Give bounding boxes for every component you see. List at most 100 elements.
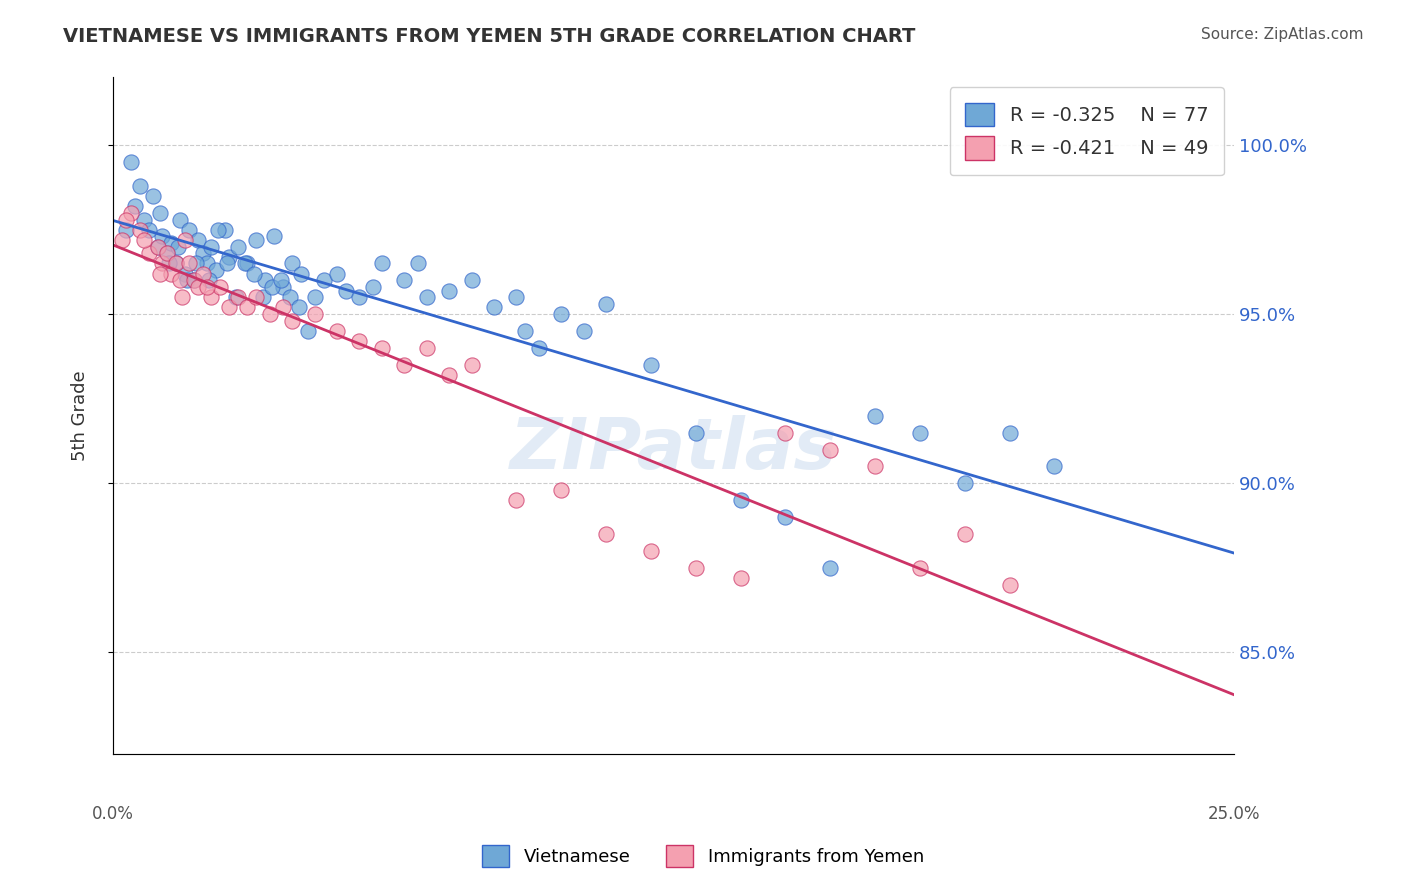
Point: [245, 290, 267, 304]
Point: [263, 229, 285, 244]
Point: [271, 280, 294, 294]
Point: [187, 280, 209, 294]
Point: [150, 256, 173, 270]
Point: [335, 284, 357, 298]
Point: [863, 459, 886, 474]
Point: [209, 280, 232, 294]
Point: [245, 233, 267, 247]
Point: [406, 256, 429, 270]
Point: [146, 239, 169, 253]
Point: [149, 267, 172, 281]
Point: [572, 324, 595, 338]
Point: [460, 358, 482, 372]
Point: [278, 290, 301, 304]
Point: [640, 358, 662, 372]
Point: [214, 222, 236, 236]
Point: [236, 301, 259, 315]
Point: [270, 273, 292, 287]
Point: [120, 206, 142, 220]
Point: [176, 273, 198, 287]
Point: [218, 301, 240, 315]
Point: [297, 324, 319, 338]
Point: [685, 425, 707, 440]
Point: [908, 561, 931, 575]
Point: [111, 233, 134, 247]
Point: [998, 425, 1021, 440]
Point: [953, 476, 976, 491]
Point: [200, 239, 222, 253]
Point: [173, 233, 195, 247]
Text: VIETNAMESE VS IMMIGRANTS FROM YEMEN 5TH GRADE CORRELATION CHART: VIETNAMESE VS IMMIGRANTS FROM YEMEN 5TH …: [63, 27, 915, 45]
Point: [165, 256, 187, 270]
Point: [177, 222, 200, 236]
Point: [415, 290, 437, 304]
Point: [198, 273, 221, 287]
Point: [349, 334, 371, 349]
Point: [437, 368, 460, 383]
Point: [505, 290, 527, 304]
Point: [998, 578, 1021, 592]
Point: [120, 155, 142, 169]
Point: [228, 290, 250, 304]
Point: [908, 425, 931, 440]
Point: [460, 273, 482, 287]
Point: [207, 222, 229, 236]
Point: [169, 273, 191, 287]
Point: [775, 425, 797, 440]
Point: [259, 307, 281, 321]
Point: [290, 267, 312, 281]
Point: [183, 273, 205, 287]
Point: [349, 290, 371, 304]
Point: [218, 250, 240, 264]
Point: [304, 290, 326, 304]
Point: [184, 256, 207, 270]
Point: [236, 256, 259, 270]
Point: [243, 267, 266, 281]
Text: 25.0%: 25.0%: [1208, 805, 1260, 822]
Point: [281, 314, 304, 328]
Point: [167, 239, 190, 253]
Point: [640, 544, 662, 558]
Point: [595, 527, 617, 541]
Point: [134, 212, 156, 227]
Point: [394, 273, 416, 287]
Point: [304, 307, 326, 321]
Point: [820, 442, 842, 457]
Text: 0.0%: 0.0%: [91, 805, 134, 822]
Text: Source: ZipAtlas.com: Source: ZipAtlas.com: [1201, 27, 1364, 42]
Point: [550, 307, 572, 321]
Point: [1043, 459, 1066, 474]
Point: [169, 212, 191, 227]
Point: [191, 267, 214, 281]
Point: [730, 571, 752, 585]
Point: [205, 263, 228, 277]
Point: [200, 290, 222, 304]
Point: [146, 239, 169, 253]
Point: [165, 256, 187, 270]
Point: [437, 284, 460, 298]
Point: [394, 358, 416, 372]
Point: [730, 493, 752, 508]
Point: [156, 246, 179, 260]
Point: [183, 273, 205, 287]
Point: [371, 256, 394, 270]
Point: [138, 222, 160, 236]
Point: [260, 280, 283, 294]
Point: [326, 324, 349, 338]
Point: [150, 229, 173, 244]
Point: [138, 246, 160, 260]
Point: [415, 341, 437, 355]
Point: [820, 561, 842, 575]
Point: [157, 256, 180, 270]
Point: [128, 222, 150, 236]
Point: [312, 273, 335, 287]
Point: [156, 246, 179, 260]
Point: [863, 409, 886, 423]
Text: ZIPatlas: ZIPatlas: [509, 415, 837, 484]
Point: [195, 256, 218, 270]
Point: [953, 527, 976, 541]
Point: [134, 233, 156, 247]
Point: [685, 561, 707, 575]
Point: [191, 246, 214, 260]
Point: [252, 290, 274, 304]
